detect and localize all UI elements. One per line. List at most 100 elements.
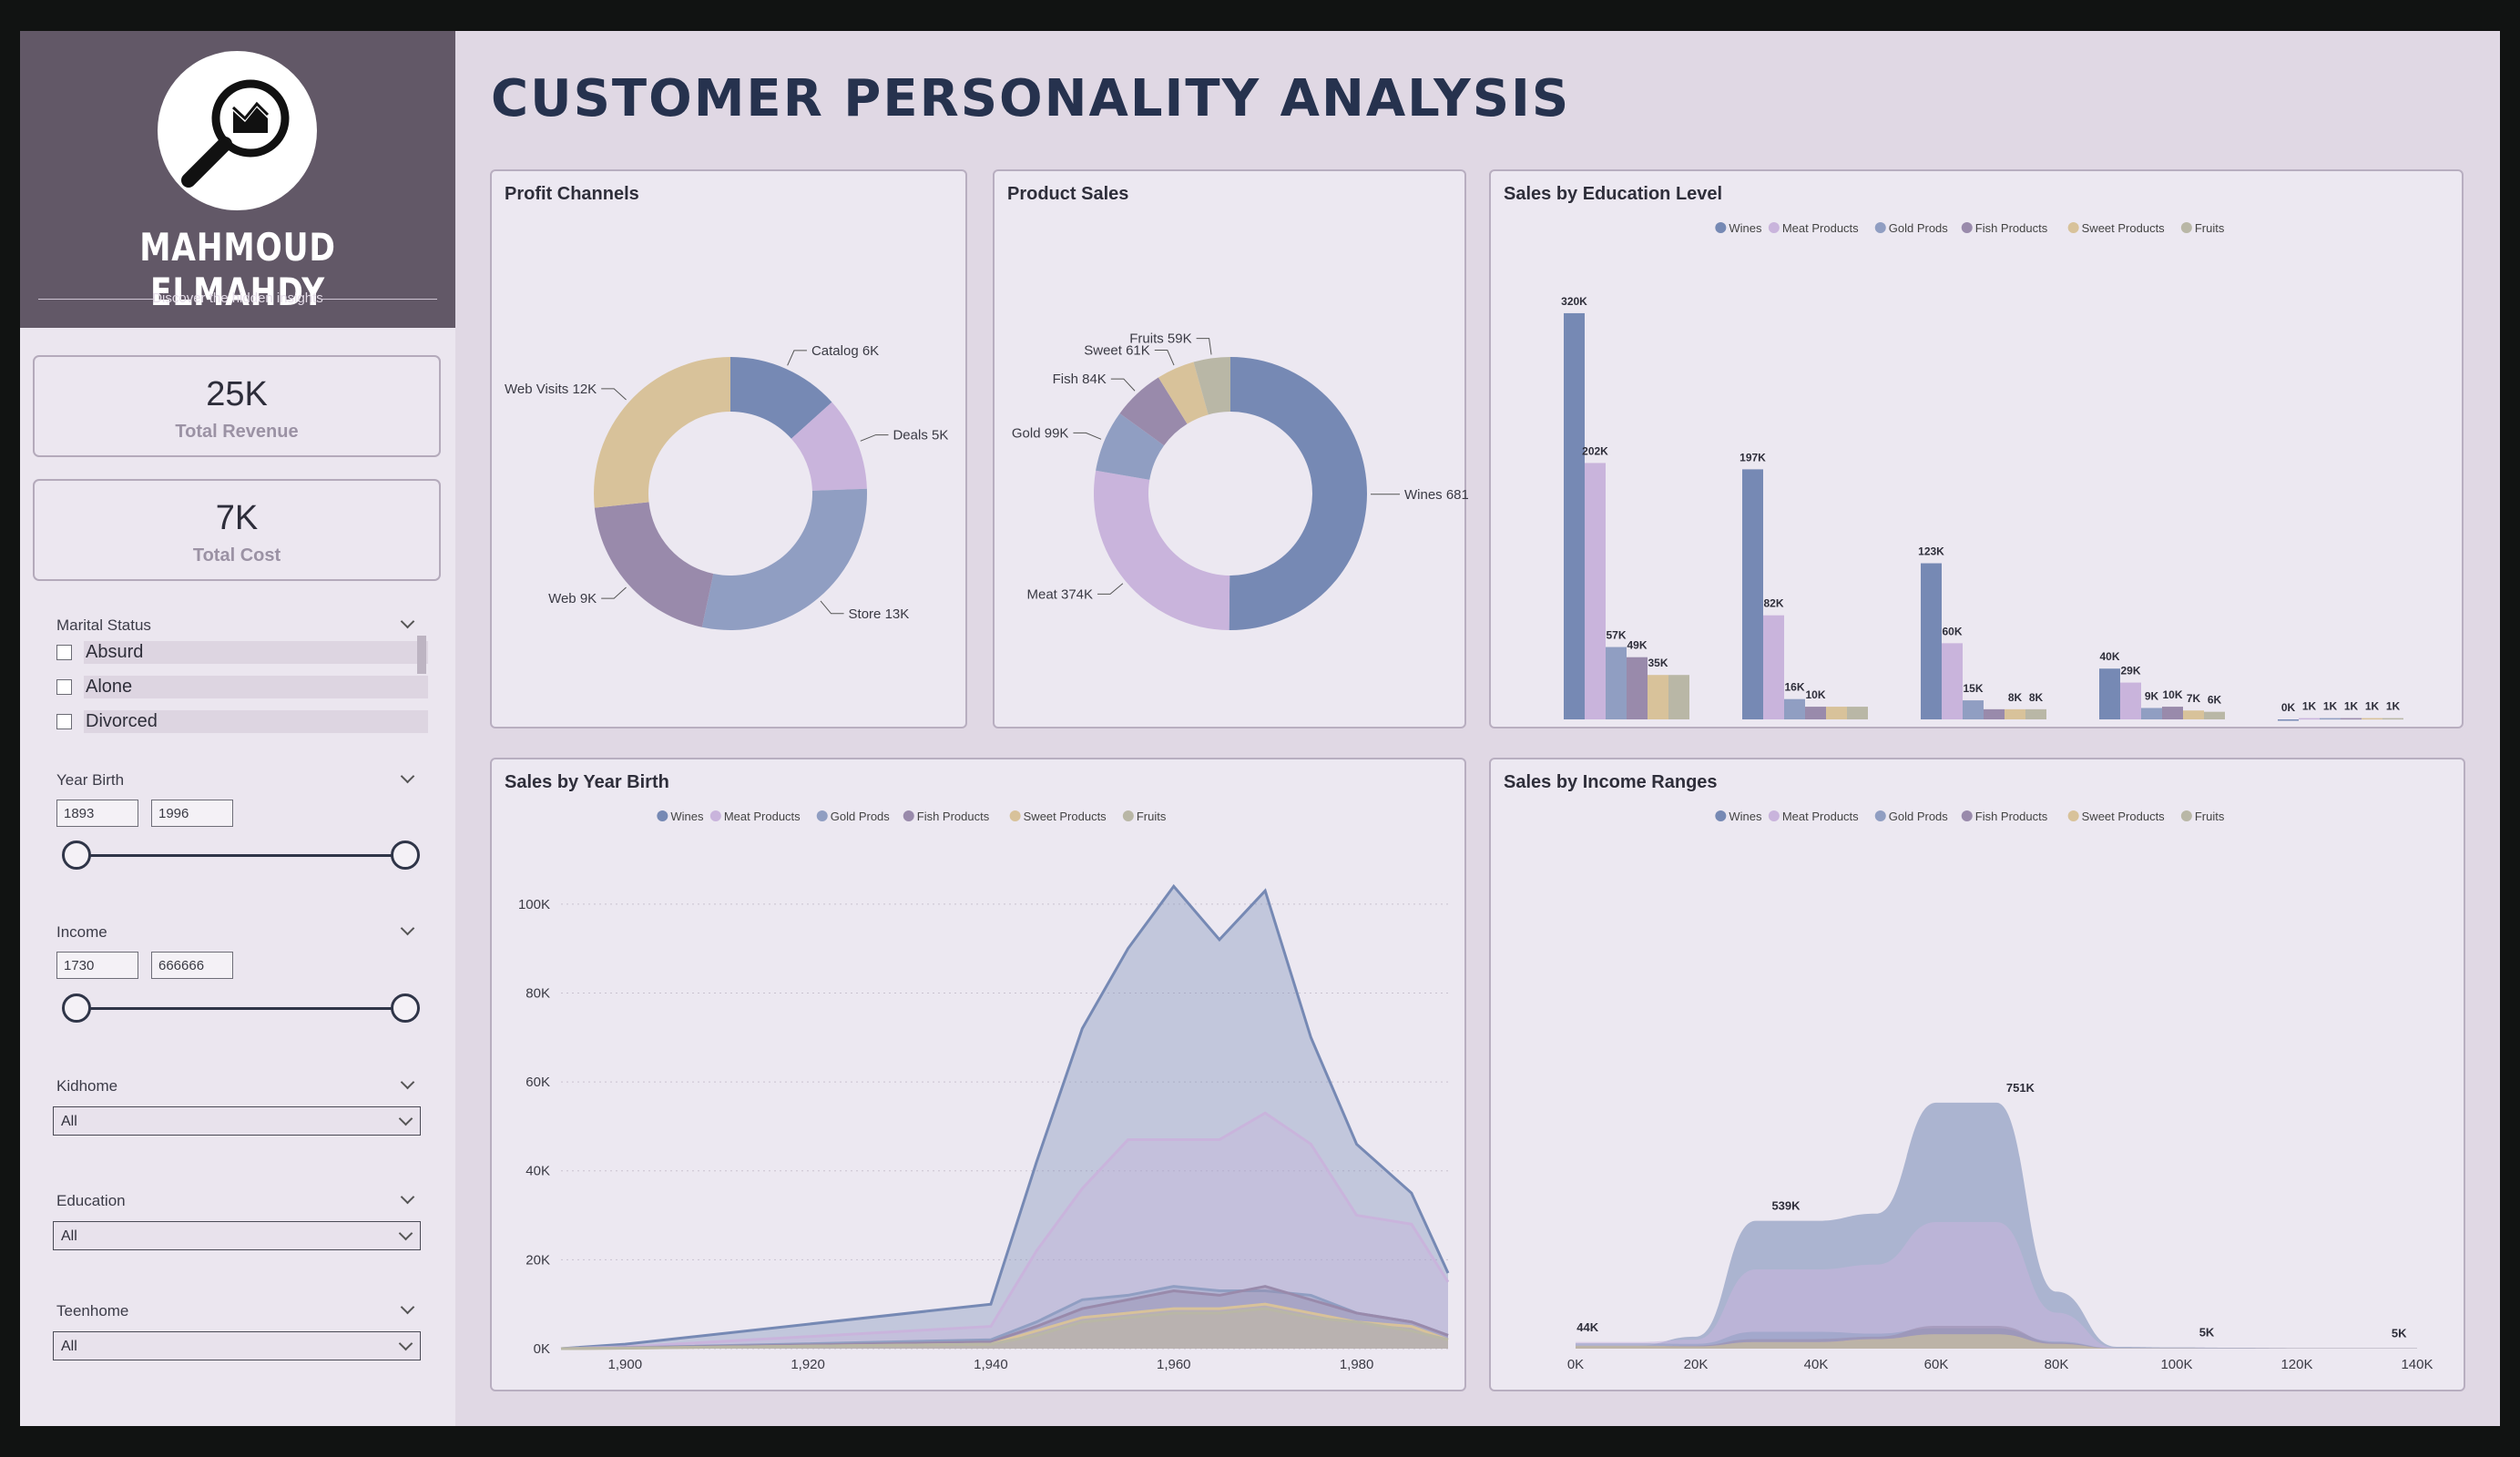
bar-value-label: 8K (2029, 691, 2044, 704)
option-label: Absurd (86, 642, 144, 662)
bar-basic-fish-products (2341, 718, 2362, 720)
legend-marker-sweet-products (1009, 810, 1021, 821)
bar-phd-gold-prods (1784, 698, 1805, 719)
leader-line (1154, 350, 1175, 366)
year-birth-slider-min-handle[interactable] (62, 841, 91, 870)
legend-marker-wines (1715, 222, 1727, 233)
x-tick-label: 0K (1567, 1357, 1584, 1372)
panel-title: Sales by Income Ranges (1504, 772, 1718, 792)
kpi-value: 7K (215, 499, 259, 537)
legend-marker-meat-products (709, 810, 721, 821)
leader-line (787, 350, 807, 366)
bar-value-label: 15K (1963, 682, 1983, 695)
legend-label: Meat Products (724, 810, 801, 823)
bar-value-label: 40K (2099, 650, 2119, 663)
x-tick-label: 1,920 (791, 1357, 825, 1372)
magnifier-icon (181, 79, 290, 188)
legend-label: Fish Products (1975, 810, 2048, 823)
chevron-down-icon (398, 1111, 413, 1126)
dropdown-value: All (61, 1339, 77, 1354)
income-max-input[interactable]: 666666 (151, 952, 233, 979)
income-slider-max-handle[interactable] (391, 993, 420, 1023)
checkbox[interactable] (56, 714, 72, 729)
bar-value-label: 1K (2323, 700, 2338, 713)
x-tick-label: 60K (1924, 1357, 1949, 1372)
bar-2n-cycle-fish-products (2162, 707, 2183, 719)
chevron-down-icon[interactable] (400, 1299, 415, 1315)
product-sales-panel: Product Sales Wines 681K Meat 374K Gold 99… (993, 169, 1468, 728)
profit-channels-panel: Profit Channels Catalog 6K Deals 5K Store … (490, 169, 967, 728)
legend-marker-wines (657, 810, 668, 821)
legend-label: Gold Prods (1889, 810, 1949, 823)
slice-label: Gold 99K (1012, 425, 1069, 441)
legend-marker-fish-products (903, 810, 914, 821)
legend-marker-meat-products (1768, 810, 1780, 821)
legend-label: Wines (670, 810, 704, 823)
bar-value-label: 10K (2162, 688, 2182, 701)
kidhome-title: Kidhome (56, 1077, 118, 1095)
legend-marker-sweet-products (2067, 222, 2079, 233)
x-tick-label: 1,900 (608, 1357, 643, 1372)
bar-value-label: 1K (2386, 700, 2401, 713)
chevron-down-icon[interactable] (400, 769, 415, 784)
bar-phd-wines (1742, 469, 1763, 719)
year-birth-max-input[interactable]: 1996 (151, 800, 233, 827)
brand-header: MAHMOUD ELMAHDY Discover the hidden insi… (20, 31, 455, 328)
line-fruits (560, 1307, 1449, 1350)
option-highlight (84, 676, 428, 698)
bar-value-label: 202K (1582, 444, 1608, 457)
checkbox[interactable] (56, 679, 72, 695)
legend-marker-fish-products (1961, 222, 1973, 233)
legend-marker-meat-products (1768, 222, 1780, 233)
area-meat-products (1576, 1222, 2417, 1349)
leader-line (1110, 378, 1136, 392)
chevron-down-icon[interactable] (400, 1075, 415, 1090)
option-label: Alone (86, 677, 133, 697)
marital-option-alone[interactable]: Alone (56, 674, 428, 699)
y-tick-label: 80K (525, 985, 550, 1001)
leader-line (601, 388, 627, 401)
education-dropdown[interactable]: All (53, 1221, 421, 1250)
year-birth-slider-track[interactable] (77, 854, 404, 857)
option-highlight (84, 641, 428, 664)
pie-slice-store-13k (701, 488, 867, 630)
bar-graduation-wines (1564, 312, 1585, 719)
scrollbar-thumb[interactable] (417, 636, 426, 674)
bar-value-label: 320K (1561, 295, 1587, 308)
panel-title: Sales by Year Birth (505, 772, 669, 792)
x-tick-label: 1,940 (974, 1357, 1008, 1372)
profit-channels-chart: Catalog 6K Deals 5K Store 13K Web 9K Web Vis… (505, 343, 948, 630)
slice-label: Wines 681K (1404, 487, 1468, 503)
chevron-down-icon[interactable] (400, 614, 415, 629)
legend-marker-gold-prods (1874, 810, 1886, 821)
line-wines (560, 883, 1450, 1350)
legend-label: Wines (1729, 221, 1762, 235)
pie-slice-wines-681k (1229, 357, 1367, 630)
leader-line (601, 586, 627, 599)
checkbox[interactable] (56, 645, 72, 660)
bar-master-wines (1921, 563, 1942, 719)
income-slider-track[interactable] (77, 1007, 404, 1010)
sidebar: MAHMOUD ELMAHDY Discover the hidden insi… (20, 31, 455, 1426)
chevron-down-icon[interactable] (400, 921, 415, 936)
income-min-input[interactable]: 1730 (56, 952, 138, 979)
kpi-label: Total Revenue (175, 422, 299, 442)
kidhome-dropdown[interactable]: All (53, 1106, 421, 1136)
line-meat-products (560, 1111, 1450, 1350)
marital-option-divorced[interactable]: Divorced (56, 708, 428, 734)
chevron-down-icon[interactable] (400, 1189, 415, 1205)
bar-graduation-sweet-products (1648, 675, 1668, 719)
marital-option-absurd[interactable]: Absurd (56, 639, 428, 665)
bar-value-label: 8K (2008, 691, 2023, 704)
legend-label: Fish Products (1975, 221, 2048, 235)
year-birth-slider-max-handle[interactable] (391, 841, 420, 870)
bar-2n-cycle-wines (2099, 668, 2120, 719)
x-tick-label: 120K (2280, 1357, 2312, 1372)
logo (158, 51, 317, 210)
bar-graduation-fruits (1668, 675, 1689, 719)
income-slider-min-handle[interactable] (62, 993, 91, 1023)
legend-label: Meat Products (1782, 810, 1859, 823)
year-birth-min-input[interactable]: 1893 (56, 800, 138, 827)
pie-slice-catalog-6k (730, 357, 832, 439)
teenhome-dropdown[interactable]: All (53, 1331, 421, 1360)
